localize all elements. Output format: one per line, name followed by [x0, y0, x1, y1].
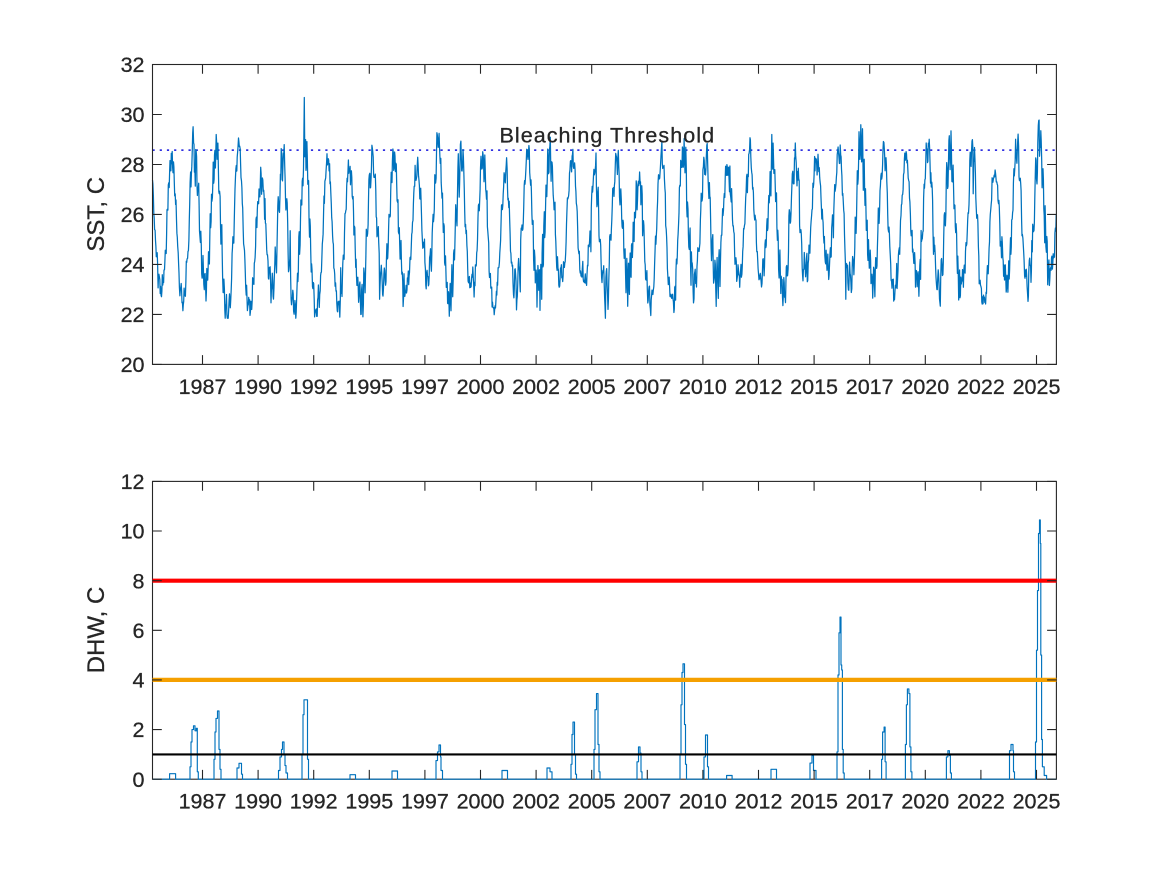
svg-text:30: 30 — [121, 103, 145, 127]
svg-text:2015: 2015 — [790, 375, 838, 399]
svg-text:1992: 1992 — [290, 375, 338, 399]
svg-text:2022: 2022 — [957, 375, 1005, 399]
svg-text:1995: 1995 — [345, 375, 393, 399]
svg-text:2007: 2007 — [623, 790, 671, 814]
svg-text:6: 6 — [133, 619, 145, 643]
svg-text:2005: 2005 — [568, 375, 616, 399]
svg-text:SST, C: SST, C — [83, 177, 110, 252]
svg-text:1987: 1987 — [179, 375, 227, 399]
svg-text:8: 8 — [133, 569, 145, 593]
svg-text:DHW, C: DHW, C — [83, 587, 110, 674]
svg-text:24: 24 — [121, 253, 145, 277]
svg-text:1997: 1997 — [401, 790, 449, 814]
svg-text:22: 22 — [121, 303, 145, 327]
svg-text:28: 28 — [121, 153, 145, 177]
svg-text:4: 4 — [133, 669, 145, 693]
svg-text:2: 2 — [133, 718, 145, 742]
svg-text:2002: 2002 — [512, 790, 560, 814]
svg-text:32: 32 — [121, 53, 145, 77]
svg-text:2017: 2017 — [846, 790, 894, 814]
svg-text:2007: 2007 — [623, 375, 671, 399]
svg-text:2002: 2002 — [512, 375, 560, 399]
svg-text:2020: 2020 — [901, 375, 949, 399]
svg-text:2012: 2012 — [735, 790, 783, 814]
svg-text:2000: 2000 — [457, 375, 505, 399]
svg-text:2017: 2017 — [846, 375, 894, 399]
svg-text:Bleaching Threshold: Bleaching Threshold — [500, 124, 716, 148]
svg-text:1990: 1990 — [234, 375, 282, 399]
svg-text:2010: 2010 — [679, 375, 727, 399]
svg-text:2012: 2012 — [735, 375, 783, 399]
svg-text:1995: 1995 — [345, 790, 393, 814]
svg-text:2022: 2022 — [957, 790, 1005, 814]
svg-text:2020: 2020 — [901, 790, 949, 814]
svg-text:26: 26 — [121, 203, 145, 227]
svg-text:2025: 2025 — [1013, 375, 1061, 399]
svg-text:1997: 1997 — [401, 375, 449, 399]
svg-text:2015: 2015 — [790, 790, 838, 814]
svg-text:1987: 1987 — [179, 790, 227, 814]
svg-text:2000: 2000 — [457, 790, 505, 814]
svg-text:20: 20 — [121, 353, 145, 377]
svg-text:2005: 2005 — [568, 790, 616, 814]
svg-text:1990: 1990 — [234, 790, 282, 814]
svg-text:1992: 1992 — [290, 790, 338, 814]
svg-text:0: 0 — [133, 768, 145, 792]
svg-text:2025: 2025 — [1013, 790, 1061, 814]
svg-text:2010: 2010 — [679, 790, 727, 814]
svg-text:10: 10 — [121, 520, 145, 544]
svg-text:12: 12 — [121, 470, 145, 494]
